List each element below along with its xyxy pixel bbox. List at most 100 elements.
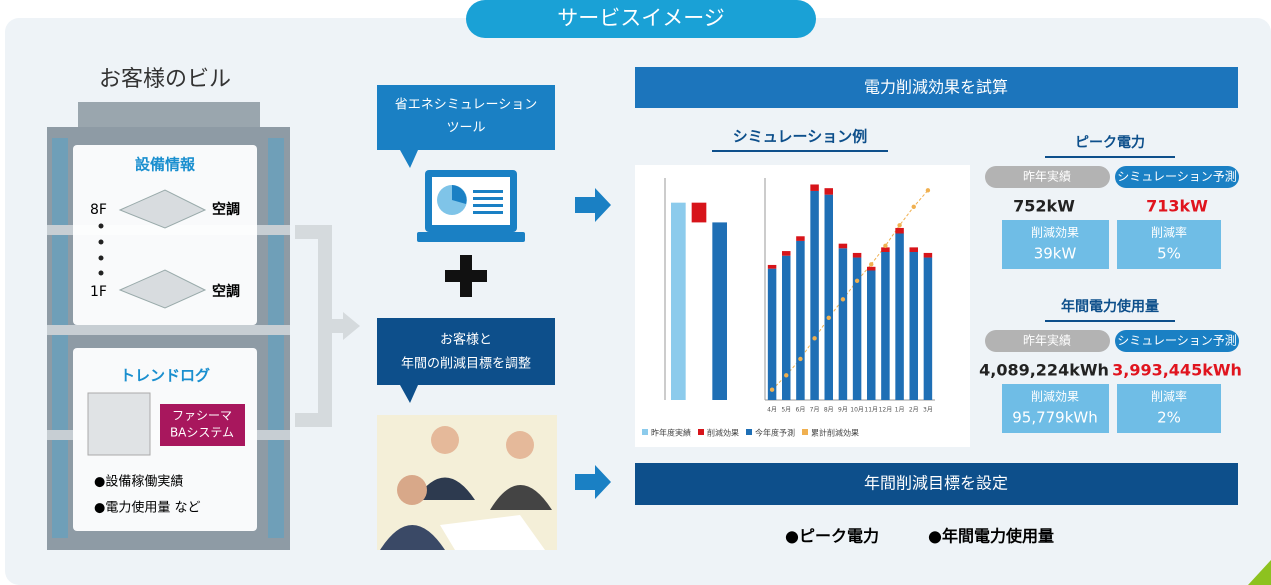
target-item: ●年間電力使用量 [928, 527, 1054, 546]
bar [924, 258, 933, 400]
subtitle: シミュレーション例 [733, 128, 867, 146]
bar [839, 248, 848, 400]
bar [910, 247, 919, 252]
legend-label: 削減効果 [707, 428, 739, 438]
box-label: 削減率 [1151, 389, 1187, 404]
x-tick-label: 12月 [879, 407, 893, 414]
x-tick-label: 11月 [864, 407, 878, 414]
point [855, 279, 859, 283]
bar [825, 188, 834, 194]
bar [839, 244, 848, 249]
roof [78, 102, 260, 127]
floor: 1F [90, 284, 107, 300]
legend-label: 累計削減効果 [811, 428, 859, 438]
stat-title: ピーク電力 [1075, 134, 1145, 151]
device [88, 393, 150, 455]
x-tick-label: 10月 [850, 407, 864, 414]
box-label: 削減効果 [1031, 389, 1079, 404]
point [897, 223, 901, 227]
legend-label: 今年度予測 [755, 428, 795, 438]
bar [810, 184, 819, 190]
x-tick-label: 1月 [895, 407, 905, 414]
point [827, 316, 831, 320]
bar [895, 234, 904, 401]
point [926, 188, 930, 192]
x-tick-label: 2月 [909, 407, 919, 414]
point [798, 357, 802, 361]
label: シミュレーション予測 [1117, 170, 1237, 184]
bar [910, 252, 919, 400]
legend-swatch [698, 429, 704, 435]
building-title: お客様のビル [99, 67, 231, 92]
bar [924, 253, 933, 258]
legend-swatch [802, 429, 808, 435]
x-tick-label: 8月 [824, 407, 834, 414]
system: ファシーマ [172, 409, 232, 423]
bar [853, 253, 862, 258]
value: 4,089,224kWh [979, 361, 1109, 380]
x-tick-label: 3月 [923, 407, 933, 414]
point [784, 373, 788, 377]
value: 3,993,445kWh [1112, 361, 1242, 380]
x-tick-label: 7月 [810, 407, 820, 414]
point [869, 262, 873, 266]
bar [810, 191, 819, 400]
target-item: ●ピーク電力 [785, 527, 879, 546]
bar [867, 271, 876, 401]
bar [782, 256, 791, 400]
floor-label: 空調 [212, 201, 240, 218]
point [883, 244, 887, 248]
bar [768, 269, 777, 400]
bar [782, 251, 791, 256]
trend-title: トレンドログ [120, 367, 210, 385]
box-value: 95,779kWh [1012, 409, 1098, 427]
box-label: 削減率 [1151, 225, 1187, 240]
title: サービスイメージ [557, 6, 725, 30]
bubble-text: お客様と [440, 332, 492, 348]
x-tick-label: 9月 [838, 407, 848, 414]
box-label: 削減効果 [1031, 225, 1079, 240]
bar [881, 252, 890, 400]
bar [692, 203, 707, 223]
floor: 8F [90, 202, 107, 218]
diagram: サービスイメージ お客様のビル 設備情報 8F 空調 1F 空調 トレンドログ … [0, 0, 1271, 585]
system: BAシステム [170, 426, 234, 440]
x-tick-label: 6月 [796, 407, 806, 414]
x-tick-label: 4月 [767, 407, 777, 414]
bar [796, 241, 805, 400]
box-value: 39kW [1034, 245, 1077, 263]
bubble-text: 省エネシミュレーション [395, 98, 537, 113]
item: ●電力使用量 など [94, 500, 200, 516]
point [912, 205, 916, 209]
label: シミュレーション予測 [1117, 334, 1237, 348]
label: 昨年実績 [1023, 169, 1071, 184]
bar [712, 222, 727, 400]
legend-swatch [642, 429, 648, 435]
stat-title: 年間電力使用量 [1061, 298, 1159, 315]
point [812, 336, 816, 340]
value: 713kW [1146, 197, 1208, 216]
bar [671, 203, 686, 400]
bubble-text: 年間の削減目標を調整 [401, 356, 531, 372]
point [841, 297, 845, 301]
header: 年間削減目標を設定 [864, 474, 1008, 493]
floor-label: 空調 [212, 283, 240, 300]
bar [867, 267, 876, 271]
bar [895, 228, 904, 234]
bar [768, 265, 777, 269]
bar [825, 195, 834, 400]
legend-swatch [746, 429, 752, 435]
point [770, 388, 774, 392]
box-value: 5% [1157, 245, 1181, 263]
page: {"header":{"title":"サービスイメージ"}, "buildin… [0, 0, 1271, 585]
x-tick-label: 5月 [781, 407, 791, 414]
equipment-title: 設備情報 [135, 156, 196, 174]
legend-label: 昨年度実績 [651, 428, 691, 438]
bar [796, 236, 805, 241]
item: ●設備稼働実績 [94, 474, 183, 490]
bubble-text: ツール [446, 121, 485, 136]
label: 昨年実績 [1023, 333, 1071, 348]
header: 電力削減効果を試算 [864, 78, 1008, 97]
bar [881, 247, 890, 252]
value: 752kW [1013, 197, 1075, 216]
